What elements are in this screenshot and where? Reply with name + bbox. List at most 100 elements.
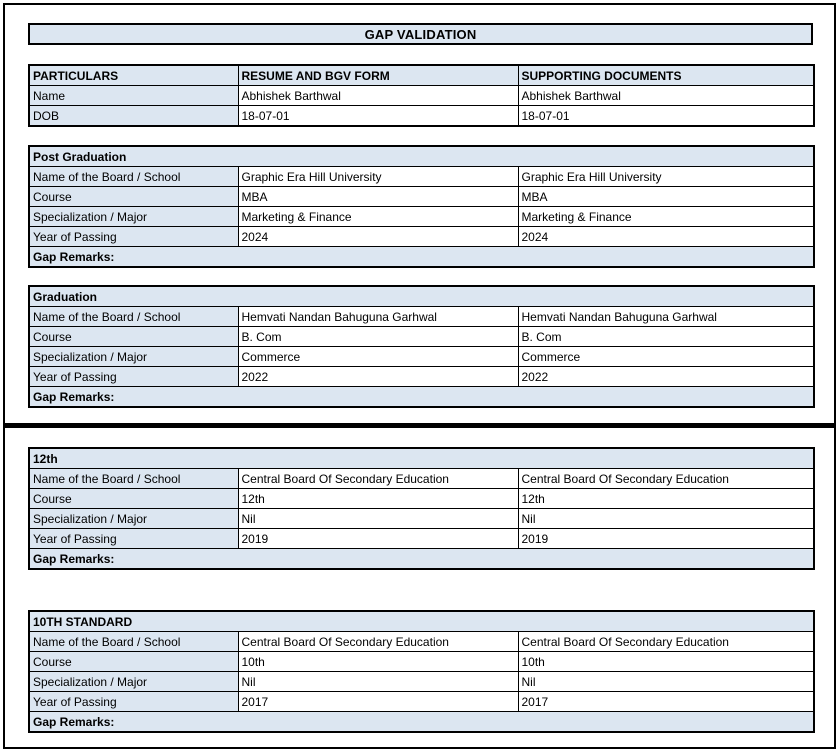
supporting-value: 2017 [517, 691, 815, 712]
table-row: Course 12th 12th [28, 488, 815, 509]
supporting-value: Hemvati Nandan Bahuguna Garhwal [517, 306, 815, 327]
resume-value: Central Board Of Secondary Education [237, 468, 519, 489]
graduation-table: Graduation Name of the Board / School He… [28, 285, 815, 408]
particulars-table: PARTICULARS RESUME AND BGV FORM SUPPORTI… [28, 64, 815, 127]
resume-value: 12th [237, 488, 519, 509]
resume-value: Marketing & Finance [237, 206, 519, 227]
section-heading: 12th [28, 447, 815, 469]
resume-value: 10th [237, 651, 519, 672]
row-label: Name of the Board / School [28, 166, 239, 187]
supporting-value: 2019 [517, 528, 815, 549]
gap-remarks-row: Gap Remarks: [28, 711, 815, 733]
resume-value: Nil [237, 508, 519, 529]
row-label: DOB [28, 105, 239, 127]
row-label: Year of Passing [28, 226, 239, 247]
tenth-standard-table: 10TH STANDARD Name of the Board / School… [28, 610, 815, 733]
resume-value: 18-07-01 [237, 105, 519, 127]
resume-value: 2022 [237, 366, 519, 387]
resume-value: Central Board Of Secondary Education [237, 631, 519, 652]
row-label: Name of the Board / School [28, 631, 239, 652]
supporting-value: Central Board Of Secondary Education [517, 631, 815, 652]
row-label: Year of Passing [28, 528, 239, 549]
supporting-value: Graphic Era Hill University [517, 166, 815, 187]
gap-remarks-label: Gap Remarks: [28, 548, 815, 570]
row-label: Course [28, 488, 239, 509]
document-title: GAP VALIDATION [28, 23, 813, 45]
supporting-value: Nil [517, 671, 815, 692]
row-label: Year of Passing [28, 366, 239, 387]
supporting-value: Central Board Of Secondary Education [517, 468, 815, 489]
supporting-value: 10th [517, 651, 815, 672]
row-label: Course [28, 651, 239, 672]
supporting-value: 2022 [517, 366, 815, 387]
table-row: Course 10th 10th [28, 651, 815, 672]
table-row: Name of the Board / School Graphic Era H… [28, 166, 815, 187]
gap-remarks-row: Gap Remarks: [28, 386, 815, 408]
table-row: Name of the Board / School Central Board… [28, 468, 815, 489]
table-row: Year of Passing 2024 2024 [28, 226, 815, 247]
row-label: Specialization / Major [28, 206, 239, 227]
column-header-resume: RESUME AND BGV FORM [237, 64, 519, 86]
gap-remarks-row: Gap Remarks: [28, 548, 815, 570]
row-label: Specialization / Major [28, 508, 239, 529]
table-header-row: PARTICULARS RESUME AND BGV FORM SUPPORTI… [28, 64, 815, 86]
twelfth-table: 12th Name of the Board / School Central … [28, 447, 815, 570]
table-row: Course B. Com B. Com [28, 326, 815, 347]
resume-value: Hemvati Nandan Bahuguna Garhwal [237, 306, 519, 327]
resume-value: 2017 [237, 691, 519, 712]
section-heading: 10TH STANDARD [28, 610, 815, 632]
gap-remarks-label: Gap Remarks: [28, 711, 815, 733]
gap-remarks-label: Gap Remarks: [28, 386, 815, 408]
row-label: Course [28, 326, 239, 347]
resume-value: Abhishek Barthwal [237, 85, 519, 106]
section-heading-row: 10TH STANDARD [28, 610, 815, 632]
supporting-value: 12th [517, 488, 815, 509]
section-heading: Post Graduation [28, 145, 815, 167]
row-label: Name of the Board / School [28, 468, 239, 489]
resume-value: MBA [237, 186, 519, 207]
table-row: Specialization / Major Nil Nil [28, 671, 815, 692]
page-break-divider [5, 423, 834, 428]
column-header-particulars: PARTICULARS [28, 64, 239, 86]
table-row: Year of Passing 2022 2022 [28, 366, 815, 387]
table-row: DOB 18-07-01 18-07-01 [28, 105, 815, 127]
row-label: Name [28, 85, 239, 106]
resume-value: Commerce [237, 346, 519, 367]
row-label: Year of Passing [28, 691, 239, 712]
resume-value: 2019 [237, 528, 519, 549]
supporting-value: B. Com [517, 326, 815, 347]
post-graduation-table: Post Graduation Name of the Board / Scho… [28, 145, 816, 268]
gap-remarks-label: Gap Remarks: [28, 246, 815, 268]
table-row: Course MBA MBA [28, 186, 815, 207]
section-heading-row: Graduation [28, 285, 815, 307]
gap-remarks-row: Gap Remarks: [28, 246, 815, 268]
resume-value: 2024 [237, 226, 519, 247]
supporting-value: 18-07-01 [517, 105, 815, 127]
table-row: Year of Passing 2019 2019 [28, 528, 815, 549]
row-label: Name of the Board / School [28, 306, 239, 327]
table-row: Name of the Board / School Central Board… [28, 631, 815, 652]
table-row: Specialization / Major Commerce Commerce [28, 346, 815, 367]
resume-value: Graphic Era Hill University [237, 166, 519, 187]
table-row: Name of the Board / School Hemvati Nanda… [28, 306, 815, 327]
section-heading-row: Post Graduation [28, 145, 815, 167]
table-row: Year of Passing 2017 2017 [28, 691, 815, 712]
table-row: Specialization / Major Nil Nil [28, 508, 815, 529]
column-header-supporting: SUPPORTING DOCUMENTS [517, 64, 815, 86]
row-label: Course [28, 186, 239, 207]
section-heading-row: 12th [28, 447, 815, 469]
row-label: Specialization / Major [28, 346, 239, 367]
supporting-value: MBA [517, 186, 815, 207]
row-label: Specialization / Major [28, 671, 239, 692]
supporting-value: 2024 [517, 226, 815, 247]
section-heading: Graduation [28, 285, 815, 307]
resume-value: Nil [237, 671, 519, 692]
supporting-value: Nil [517, 508, 815, 529]
supporting-value: Commerce [517, 346, 815, 367]
table-row: Specialization / Major Marketing & Finan… [28, 206, 815, 227]
supporting-value: Abhishek Barthwal [517, 85, 815, 106]
table-row: Name Abhishek Barthwal Abhishek Barthwal [28, 85, 815, 106]
supporting-value: Marketing & Finance [517, 206, 815, 227]
resume-value: B. Com [237, 326, 519, 347]
